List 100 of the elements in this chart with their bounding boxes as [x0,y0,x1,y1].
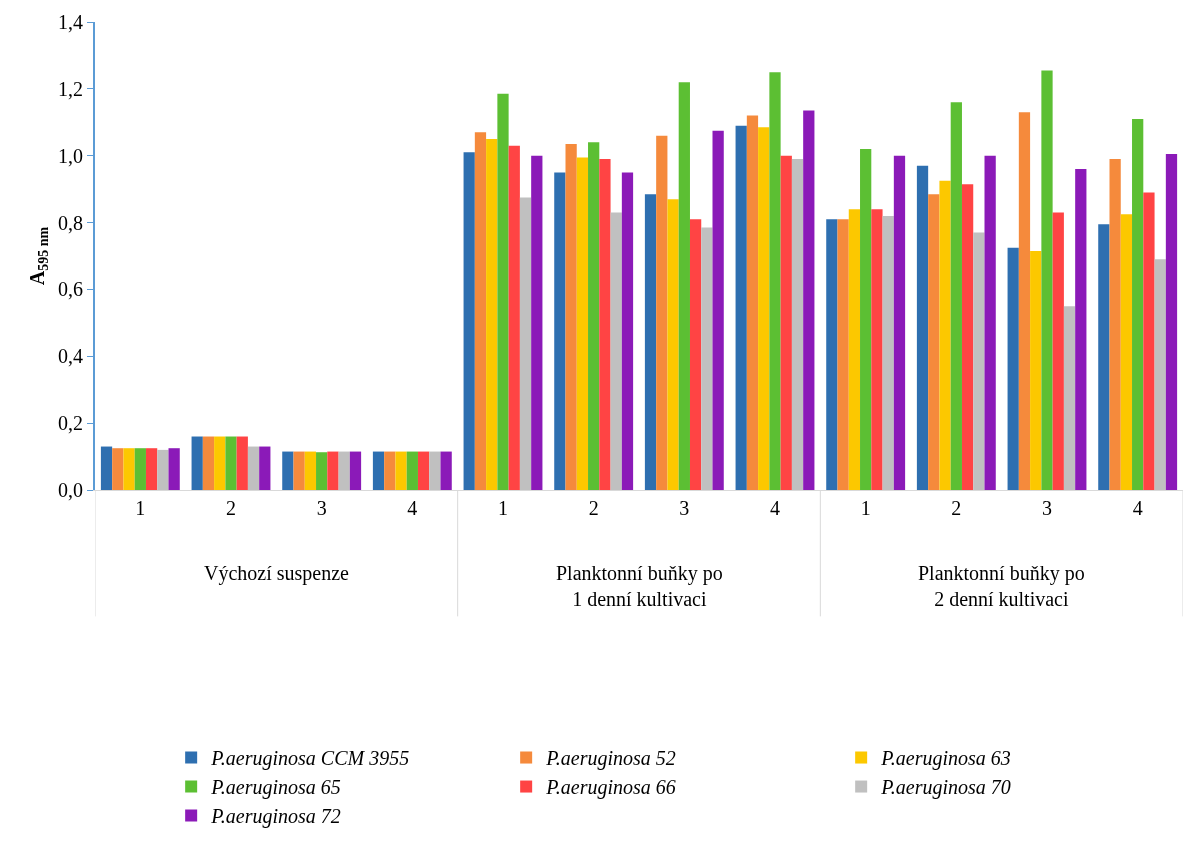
bar [384,451,396,490]
legend-label: P.aeruginosa 52 [545,747,676,771]
x-tick-label: 4 [407,497,418,519]
bar [656,135,668,490]
bar [621,172,634,490]
bar [735,125,747,490]
bar [1120,214,1133,490]
bar [406,451,418,490]
bar [145,448,158,490]
bar [236,436,248,490]
bar [1132,118,1144,490]
bar [928,194,940,490]
bar [939,180,951,490]
bar [1154,259,1166,490]
x-tick-label: 2 [226,497,236,519]
bar [304,451,317,490]
bar [644,194,657,490]
bar [667,199,679,490]
bar [134,448,146,490]
bar [565,144,577,490]
bar [1007,247,1019,490]
y-tick-label: 1,2 [58,77,83,100]
bar [961,184,974,490]
bar [1052,212,1064,490]
x-tick-label: 4 [770,497,780,519]
bar [338,451,350,490]
text: Planktonní buňky po 1 denní kultivaci [556,562,723,610]
bar [678,82,690,490]
bar [247,446,260,490]
bar [225,436,237,490]
x-tick-label: 2 [951,497,962,519]
bar [486,139,498,490]
bar [191,436,203,490]
bar [157,449,169,490]
bar [508,145,520,490]
bar [588,142,600,490]
bar [701,227,713,490]
y-tick-label: 0,4 [58,345,83,368]
bar [497,93,509,490]
bar [973,232,985,490]
bar [316,452,328,490]
bar [349,451,362,490]
x-tick-label: 3 [1042,497,1052,519]
x-tick-label: 4 [1132,497,1143,519]
bar [1018,112,1031,490]
bar [395,451,407,490]
bar [282,451,294,490]
legend-label: P.aeruginosa 72 [210,805,341,829]
y-tick-label: 0,2 [58,412,83,435]
bar [429,451,441,490]
bar [100,446,113,490]
bar [769,72,781,490]
bar [837,219,849,490]
bar [214,436,226,490]
bar [803,110,815,490]
x-tick-label: 2 [588,497,599,519]
y-tick-label: 0,8 [58,211,83,234]
bar [327,451,339,490]
bar [689,219,702,490]
bar [474,132,487,490]
y-tick-label: 1,0 [58,144,83,167]
bar [758,127,770,490]
bar [372,451,385,490]
bar [746,115,759,490]
bar [293,451,305,490]
bar [259,446,271,490]
bar [860,149,872,490]
bar [463,152,475,490]
legend-label: P.aeruginosa 70 [880,776,1011,800]
legend-label: P.aeruginosa 65 [210,776,341,800]
bar [417,451,430,490]
y-tick-label: 1,4 [58,11,83,33]
bar [1143,192,1155,490]
bar [712,130,724,490]
bar [168,448,180,490]
bar [871,209,883,490]
bar [916,165,929,490]
bar [1063,306,1076,490]
bar [1165,154,1178,490]
bar [1030,250,1042,490]
bar [554,172,566,490]
bar [610,212,622,490]
legend-label: P.aeruginosa CCM 3955 [210,747,410,771]
bar [882,215,894,490]
legend-label: P.aeruginosa 66 [545,776,676,800]
bar [202,436,215,490]
bar [826,219,838,490]
bar [848,209,861,490]
bar [780,155,792,490]
bar [1075,169,1087,490]
bar [950,102,962,490]
x-tick-label: 1 [860,497,871,519]
bar [1098,224,1110,490]
bar [984,155,996,490]
bar [1109,159,1121,490]
bar [1041,70,1053,490]
text: Výchozí suspenze [204,562,350,585]
bar [519,197,532,490]
x-tick-label: 1 [498,497,508,519]
text: Planktonní buňky po 2 denní kultivaci [918,562,1085,610]
